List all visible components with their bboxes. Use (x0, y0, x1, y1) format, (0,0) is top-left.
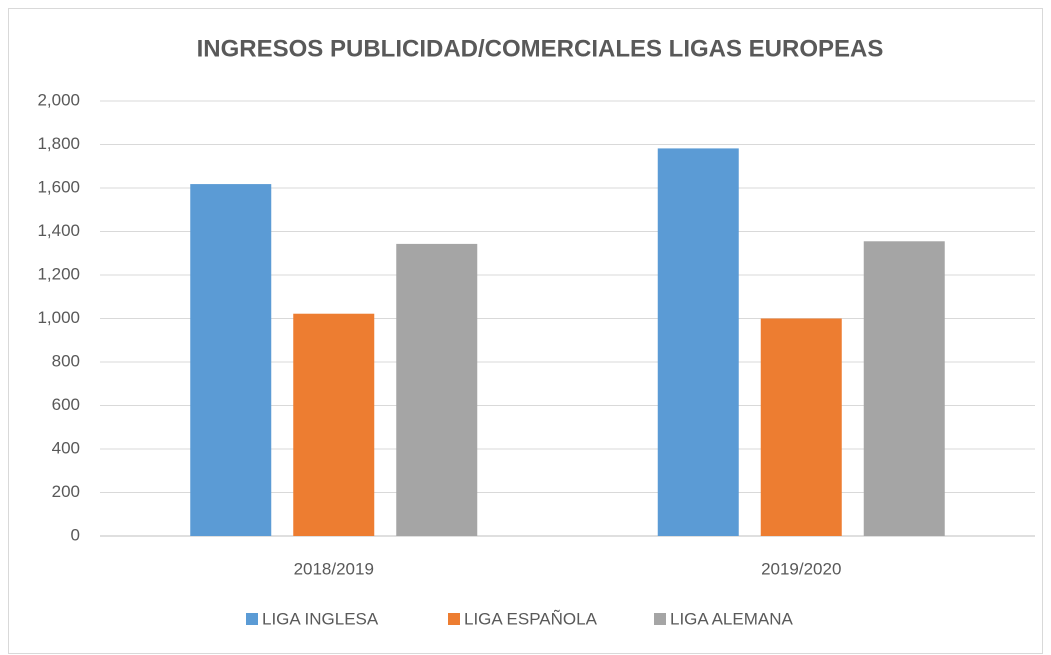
y-tick-label: 800 (52, 351, 80, 370)
y-tick-label: 600 (52, 395, 80, 414)
bar (657, 148, 739, 537)
y-tick-label: 1,400 (37, 221, 80, 240)
chart-title: INGRESOS PUBLICIDAD/COMERCIALES LIGAS EU… (197, 35, 884, 62)
x-tick-label: 2018/2019 (294, 559, 374, 578)
legend-label: LIGA ESPAÑOLA (464, 609, 598, 628)
y-tick-label: 400 (52, 438, 80, 457)
bar (863, 241, 945, 536)
legend-label: LIGA ALEMANA (670, 609, 793, 628)
y-tick-label: 2,000 (37, 90, 80, 109)
x-tick-label: 2019/2020 (761, 559, 841, 578)
legend-swatch (246, 613, 258, 625)
legend-label: LIGA INGLESA (262, 609, 379, 628)
bar (293, 313, 375, 536)
y-tick-label: 0 (71, 525, 80, 544)
y-tick-label: 1,200 (37, 264, 80, 283)
bar (760, 318, 842, 536)
bar (190, 184, 272, 536)
bar (396, 243, 478, 536)
legend-swatch (448, 613, 460, 625)
y-tick-label: 200 (52, 482, 80, 501)
y-tick-label: 1,000 (37, 308, 80, 327)
legend-swatch (654, 613, 666, 625)
y-tick-label: 1,800 (37, 134, 80, 153)
y-tick-label: 1,600 (37, 177, 80, 196)
